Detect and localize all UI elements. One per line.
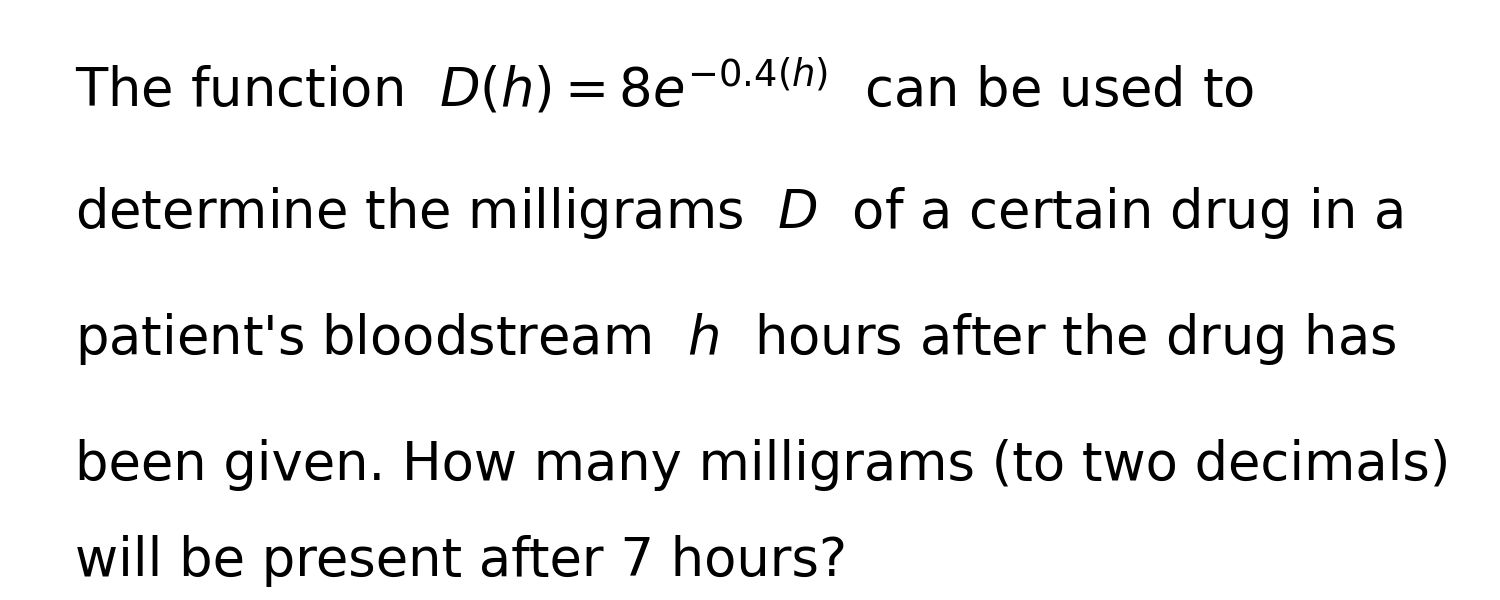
Text: patient's bloodstream  $h$  hours after the drug has: patient's bloodstream $h$ hours after th… (75, 311, 1396, 367)
Text: will be present after 7 hours?: will be present after 7 hours? (75, 535, 847, 587)
Text: determine the milligrams  $D$  of a certain drug in a: determine the milligrams $D$ of a certai… (75, 185, 1402, 241)
Text: been given. How many milligrams (to two decimals): been given. How many milligrams (to two … (75, 439, 1450, 491)
Text: The function  $D(h) = 8e^{-0.4(h)}$  can be used to: The function $D(h) = 8e^{-0.4(h)}$ can b… (75, 57, 1254, 117)
